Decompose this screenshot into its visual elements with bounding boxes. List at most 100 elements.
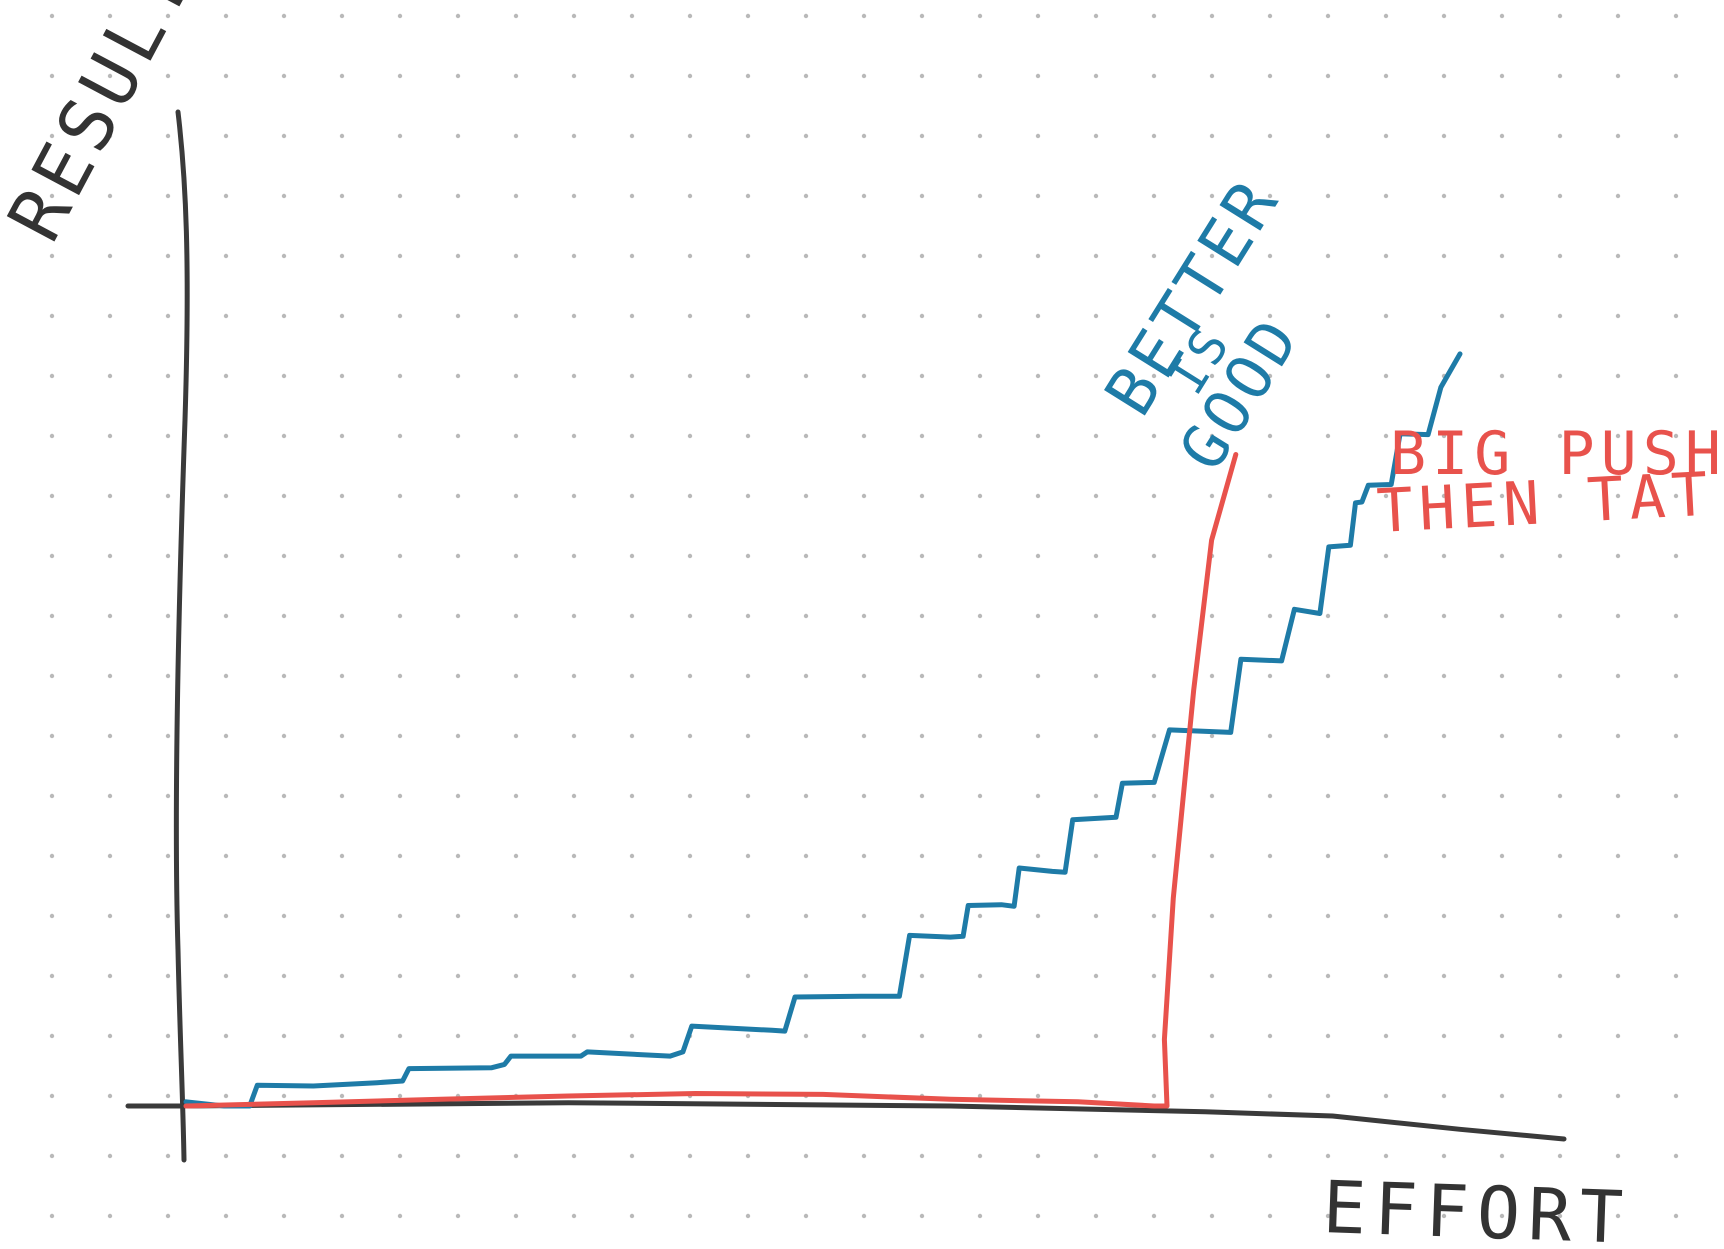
grid-dot xyxy=(223,313,229,319)
grid-dot xyxy=(1441,493,1447,499)
grid-dot xyxy=(1267,733,1273,739)
push-annotation-line-1: BIG PUSH xyxy=(1390,419,1724,489)
grid-dot xyxy=(919,913,925,919)
grid-dot xyxy=(861,133,867,139)
grid-dot xyxy=(1499,13,1505,19)
grid-dot xyxy=(165,853,171,859)
grid-dot xyxy=(1267,13,1273,19)
grid-dot xyxy=(165,133,171,139)
grid-dot xyxy=(1383,1213,1389,1219)
grid-dot xyxy=(1035,733,1041,739)
grid-dot xyxy=(687,253,693,259)
grid-dot xyxy=(1557,373,1563,379)
grid-dot xyxy=(49,1153,55,1159)
grid-dot xyxy=(687,313,693,319)
grid-dot xyxy=(1673,1153,1679,1159)
grid-dot xyxy=(977,1033,983,1039)
grid-dot xyxy=(861,373,867,379)
grid-dot xyxy=(977,673,983,679)
grid-dot xyxy=(803,1033,809,1039)
grid-dot xyxy=(1441,1153,1447,1159)
grid-dot xyxy=(1673,253,1679,259)
grid-dot xyxy=(1093,853,1099,859)
grid-dot xyxy=(861,553,867,559)
grid-dot xyxy=(803,973,809,979)
grid-dot xyxy=(1383,553,1389,559)
grid-dot xyxy=(165,73,171,79)
grid-dot xyxy=(977,853,983,859)
grid-dot xyxy=(281,673,287,679)
grid-dot xyxy=(1673,733,1679,739)
grid-dot xyxy=(745,853,751,859)
grid-dot xyxy=(977,1093,983,1099)
grid-dot xyxy=(339,1093,345,1099)
grid-dot xyxy=(571,553,577,559)
grid-dot xyxy=(803,73,809,79)
grid-dot xyxy=(861,433,867,439)
grid-dot xyxy=(1383,1153,1389,1159)
grid-dot xyxy=(687,13,693,19)
grid-dot xyxy=(1499,553,1505,559)
grid-dot xyxy=(1499,253,1505,259)
grid-dot xyxy=(745,433,751,439)
grid-dot xyxy=(803,553,809,559)
x-axis-label: EFFORT xyxy=(1321,1165,1632,1249)
grid-dot xyxy=(339,493,345,499)
grid-dot xyxy=(1035,1093,1041,1099)
grid-dot xyxy=(1267,613,1273,619)
grid-dot xyxy=(513,973,519,979)
grid-dot xyxy=(1209,73,1215,79)
grid-dot xyxy=(1209,613,1215,619)
grid-dot xyxy=(1035,973,1041,979)
grid-dot xyxy=(165,613,171,619)
grid-dot xyxy=(1441,793,1447,799)
grid-dot xyxy=(745,493,751,499)
grid-dot xyxy=(223,193,229,199)
grid-dot xyxy=(629,373,635,379)
grid-dot xyxy=(1615,613,1621,619)
grid-dot xyxy=(1615,73,1621,79)
grid-dot xyxy=(1615,913,1621,919)
grid-dot xyxy=(1325,1153,1331,1159)
grid-dot xyxy=(861,733,867,739)
grid-dot xyxy=(1325,73,1331,79)
grid-dot xyxy=(1035,853,1041,859)
grid-dot xyxy=(1267,1153,1273,1159)
grid-dot xyxy=(571,253,577,259)
grid-dot xyxy=(1151,1093,1157,1099)
grid-dot xyxy=(107,373,113,379)
grid-dot xyxy=(223,853,229,859)
grid-dot xyxy=(629,1033,635,1039)
grid-dot xyxy=(397,1213,403,1219)
grid-dot xyxy=(455,673,461,679)
grid-dot xyxy=(1383,253,1389,259)
grid-dot xyxy=(339,13,345,19)
grid-dot xyxy=(571,493,577,499)
grid-dot xyxy=(1441,553,1447,559)
grid-dot xyxy=(1383,313,1389,319)
grid-dot xyxy=(513,253,519,259)
grid-dot xyxy=(1383,853,1389,859)
grid-dot xyxy=(1383,73,1389,79)
grid-dot xyxy=(1499,853,1505,859)
grid-dot xyxy=(1035,793,1041,799)
grid-dot xyxy=(1093,613,1099,619)
grid-dot xyxy=(1267,313,1273,319)
grid-dot xyxy=(745,133,751,139)
grid-dot xyxy=(339,73,345,79)
grid-dot xyxy=(803,133,809,139)
grid-dot xyxy=(745,913,751,919)
grid-dot xyxy=(1383,613,1389,619)
grid-dot xyxy=(803,253,809,259)
grid-dot xyxy=(919,733,925,739)
grid-dot xyxy=(803,493,809,499)
grid-dot xyxy=(977,1153,983,1159)
grid-dot xyxy=(571,133,577,139)
grid-dot xyxy=(339,973,345,979)
grid-dot xyxy=(107,1153,113,1159)
grid-dot xyxy=(1557,493,1563,499)
grid-dot xyxy=(1093,433,1099,439)
grid-dot xyxy=(1035,673,1041,679)
dot-grid xyxy=(49,13,1679,1219)
steps-annotation: BETTER IS GOOD xyxy=(1090,165,1314,483)
